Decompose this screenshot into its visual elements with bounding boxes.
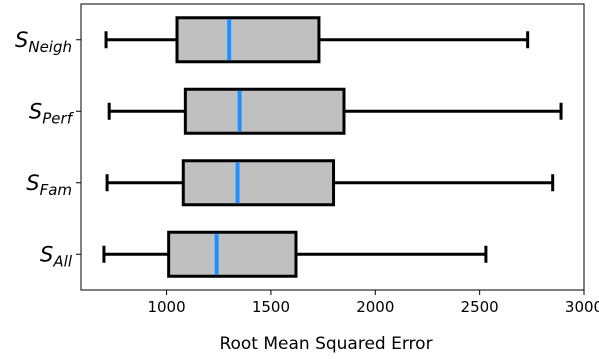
y-tick-label: SPerf <box>29 99 75 127</box>
y-axis: SNeigh SPerf SFam SAll <box>15 28 81 270</box>
iqr-box <box>181 159 336 207</box>
x-tick-label: 1500 <box>252 298 290 316</box>
y-tick-label: SFam <box>26 171 72 199</box>
y-tick-label: SNeigh <box>15 28 72 56</box>
box-fam <box>105 159 555 207</box>
iqr-box <box>183 87 346 135</box>
iqr-box <box>175 16 321 64</box>
boxes-group <box>102 16 563 278</box>
x-tick-label: 2500 <box>461 298 499 316</box>
box-perf <box>107 87 563 135</box>
box-all <box>102 230 488 278</box>
x-tick-label: 2000 <box>356 298 394 316</box>
box-neigh <box>104 16 530 64</box>
x-tick-label: 1000 <box>147 298 185 316</box>
x-axis: 1000 1500 2000 2500 3000 <box>147 290 599 316</box>
x-tick-label: 3000 <box>565 298 599 316</box>
iqr-box <box>167 230 298 278</box>
y-tick-label: SAll <box>40 242 73 270</box>
plot-area-frame <box>80 3 585 291</box>
x-axis-title: Root Mean Squared Error <box>219 334 432 354</box>
